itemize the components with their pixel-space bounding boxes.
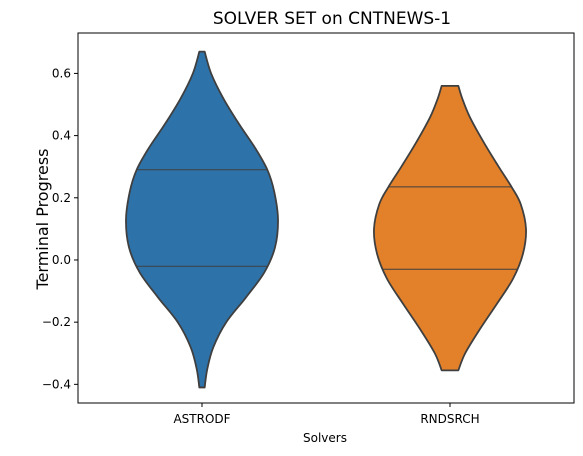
chart-title: SOLVER SET on CNTNEWS-1 (213, 9, 451, 29)
x-axis: ASTRODF RNDSRCH (173, 403, 480, 426)
y-tick-label: 0.2 (52, 191, 71, 205)
y-tick-label: 0.6 (52, 66, 71, 80)
y-axis: −0.4 −0.2 0.0 0.2 0.4 0.6 (42, 66, 78, 391)
y-tick-label: 0.4 (52, 129, 71, 143)
x-tick-label: ASTRODF (173, 412, 230, 426)
y-tick-label: 0.0 (52, 253, 71, 267)
x-tick-label: RNDSRCH (420, 412, 479, 426)
y-axis-label: Terminal Progress (33, 149, 52, 291)
plot-frame (77, 32, 575, 404)
violin-astrodf (125, 50, 279, 389)
violin-rndsrch (373, 84, 527, 372)
y-tick-label: −0.2 (42, 315, 71, 329)
y-tick-label: −0.4 (42, 377, 71, 391)
violins-layer (125, 50, 527, 389)
x-axis-label: Solvers (303, 431, 347, 445)
